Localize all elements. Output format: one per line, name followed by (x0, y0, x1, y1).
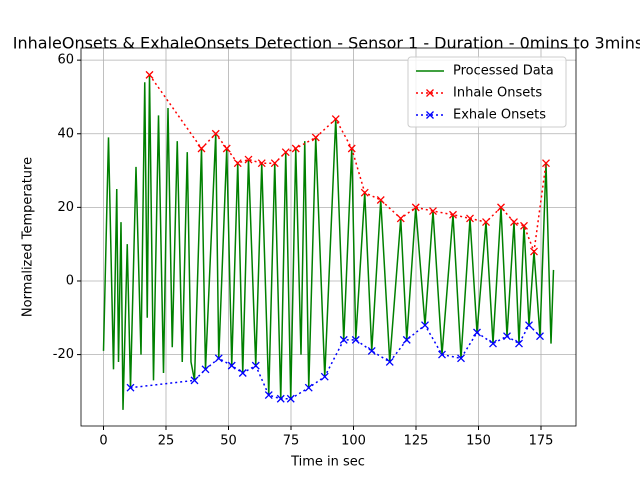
marker (489, 339, 497, 348)
marker (438, 350, 446, 359)
x-tick-label: 125 (404, 434, 429, 449)
marker (311, 133, 320, 142)
plot-frame (80, 47, 577, 427)
marker (190, 376, 199, 385)
x-tick-label: 175 (529, 434, 554, 449)
marker (238, 369, 247, 377)
y-tick-label: 0 (66, 273, 74, 288)
y-tick-label: -20 (53, 347, 74, 362)
marker (421, 321, 429, 330)
y-tick-label: 20 (57, 200, 74, 215)
legend-label: Exhale Onsets (453, 108, 546, 123)
marker (251, 361, 260, 370)
y-axis-label: Normalized Temperature (21, 157, 36, 317)
marker (520, 221, 528, 230)
x-tick-label: 50 (220, 434, 237, 449)
legend: Processed Data Inhale Onsets Exhale Onsets (407, 56, 567, 128)
marker (457, 354, 465, 363)
marker (396, 214, 405, 223)
marker (197, 144, 206, 153)
marker (339, 335, 348, 344)
marker (264, 391, 273, 400)
marker (497, 203, 505, 212)
marker (281, 148, 290, 157)
marker (530, 247, 538, 256)
marker (304, 383, 313, 392)
marker (257, 159, 266, 168)
x-tick-label: 150 (466, 434, 491, 449)
legend-label: Inhale Onsets (453, 86, 542, 101)
y-tick-label: 60 (57, 53, 74, 68)
marker (473, 328, 481, 337)
marker (525, 321, 533, 330)
x-tick-label: 0 (99, 434, 107, 449)
marker (360, 188, 369, 197)
marker (515, 339, 523, 348)
x-tick-label: 75 (283, 434, 300, 449)
marker (429, 207, 437, 216)
marker (331, 115, 340, 123)
legend-label: Processed Data (453, 64, 554, 79)
marker (542, 159, 550, 168)
marker (126, 383, 135, 392)
marker (351, 335, 360, 344)
marker (233, 159, 242, 168)
marker (270, 159, 279, 168)
y-tick-label: 40 (57, 126, 74, 141)
marker (222, 144, 231, 153)
marker (291, 144, 300, 153)
marker (466, 214, 474, 223)
marker (449, 210, 457, 219)
marker (276, 394, 285, 403)
marker (201, 365, 210, 374)
marker (402, 335, 411, 344)
marker (347, 144, 356, 153)
legend-marker (426, 89, 434, 97)
marker (482, 218, 490, 227)
marker (503, 332, 511, 341)
marker (211, 129, 220, 138)
marker (536, 332, 544, 341)
marker (510, 218, 518, 227)
x-axis-label: Time in sec (290, 455, 365, 470)
marker (145, 70, 154, 79)
marker (320, 372, 329, 381)
marker (385, 357, 394, 366)
marker (367, 346, 376, 355)
marker (244, 155, 253, 164)
chart-title: InhaleOnsets & ExhaleOnsets Detection - … (13, 34, 640, 53)
x-tick-label: 100 (341, 434, 366, 449)
marker (214, 354, 223, 363)
legend-box (407, 56, 567, 128)
legend-marker (426, 111, 434, 119)
marker (376, 196, 385, 204)
marker (286, 394, 295, 403)
marker (227, 361, 236, 370)
x-tick-label: 25 (158, 434, 175, 449)
marker (411, 203, 420, 212)
